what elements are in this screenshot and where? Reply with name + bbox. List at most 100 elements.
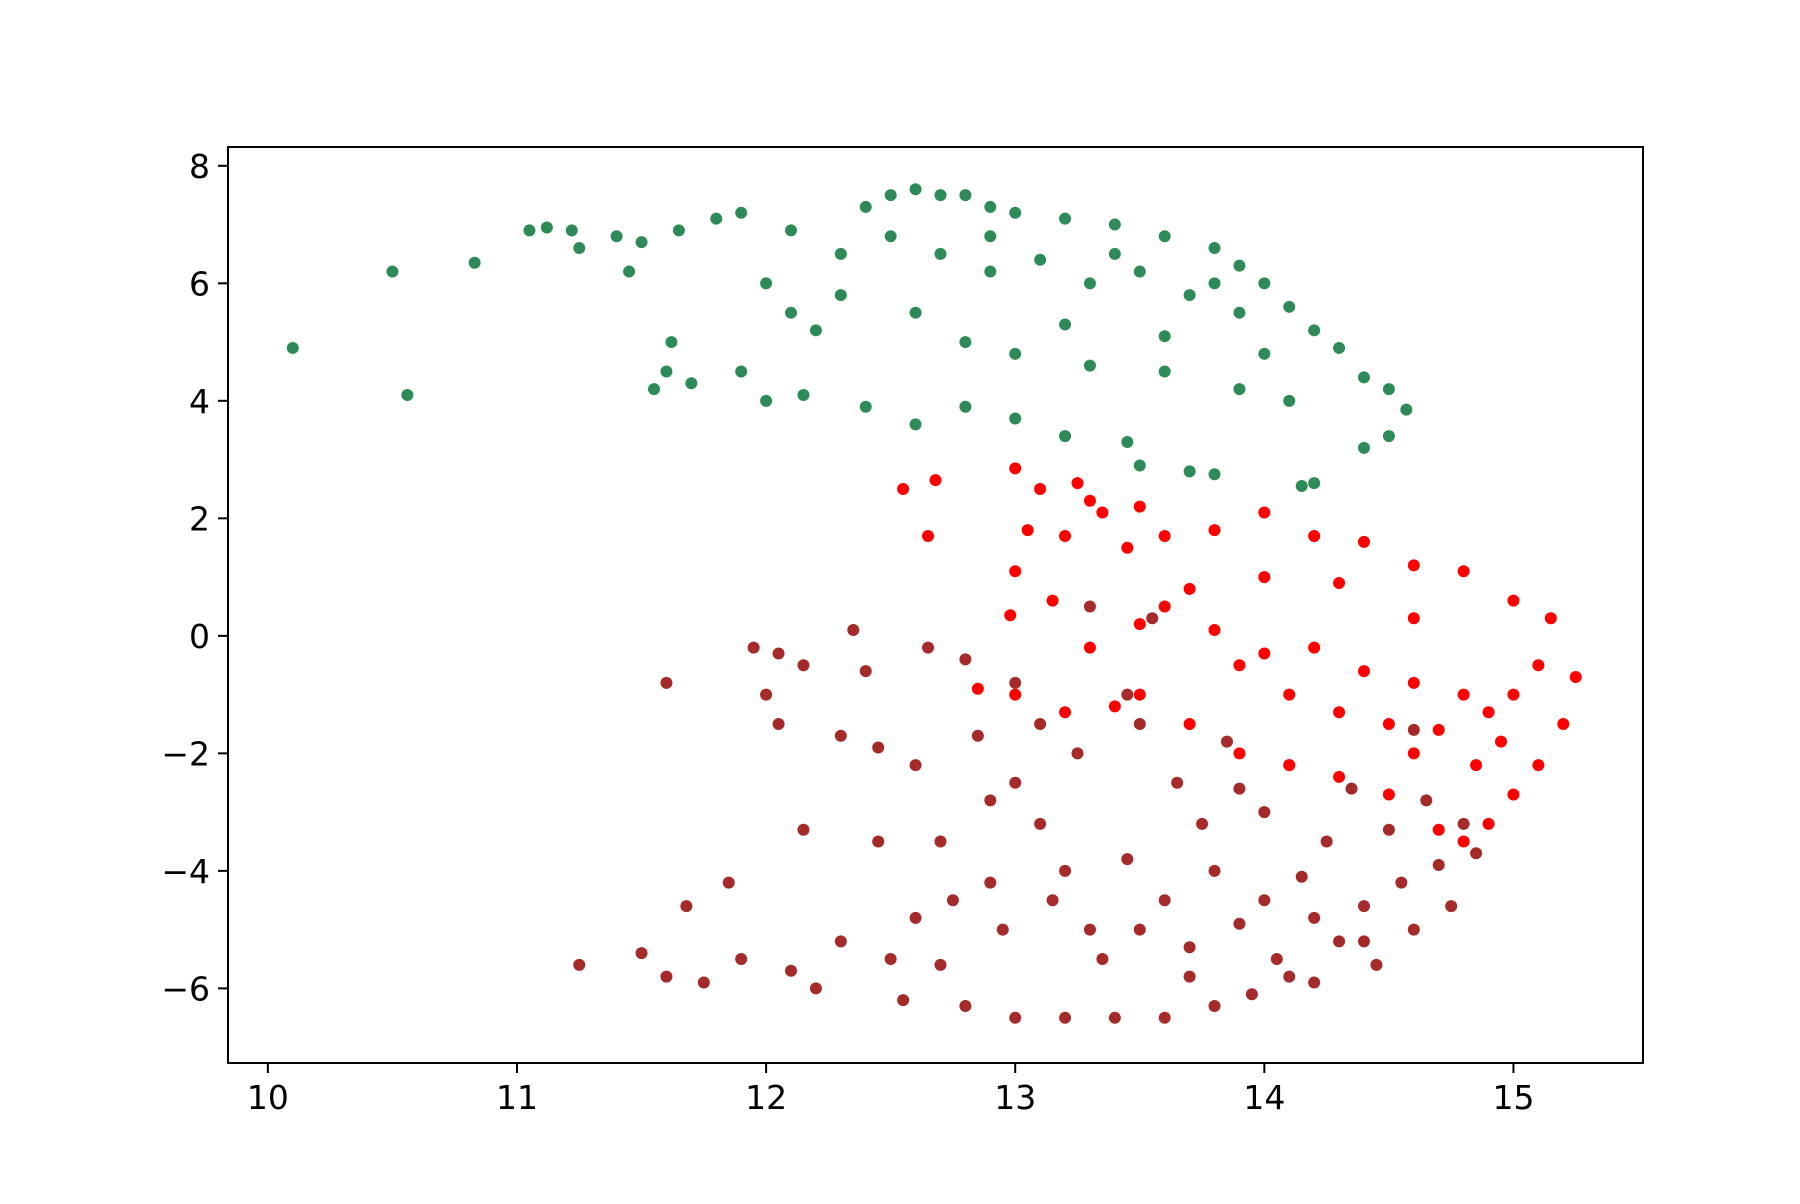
point <box>1258 806 1271 819</box>
point <box>1333 935 1346 948</box>
point <box>1071 747 1084 760</box>
point <box>922 529 935 542</box>
point <box>1133 500 1146 513</box>
point <box>1133 688 1146 701</box>
point <box>1507 788 1520 801</box>
point <box>1333 341 1346 354</box>
point <box>859 400 872 413</box>
point <box>772 717 785 730</box>
point <box>1009 1011 1022 1024</box>
point <box>1432 858 1445 871</box>
point <box>635 236 648 249</box>
point <box>610 230 623 243</box>
point <box>1034 253 1047 266</box>
point <box>1004 609 1017 622</box>
point <box>1333 706 1346 719</box>
point <box>1021 524 1034 537</box>
point <box>1108 247 1121 260</box>
point <box>1407 612 1420 625</box>
point <box>1270 953 1283 966</box>
point <box>1308 324 1321 337</box>
point <box>760 688 773 701</box>
point <box>1357 371 1370 384</box>
point <box>1569 670 1582 683</box>
point <box>760 394 773 407</box>
point <box>996 923 1009 936</box>
point <box>680 900 693 913</box>
point <box>1532 659 1545 672</box>
x-tick-label: 15 <box>1492 1078 1534 1117</box>
point <box>909 183 922 196</box>
point <box>1034 482 1047 495</box>
point <box>1407 747 1420 760</box>
point <box>934 835 947 848</box>
point <box>1382 383 1395 396</box>
point <box>1009 565 1022 578</box>
point <box>1009 206 1022 219</box>
point <box>1096 953 1109 966</box>
point <box>1258 506 1271 519</box>
point <box>1183 717 1196 730</box>
point <box>1308 911 1321 924</box>
point <box>1083 923 1096 936</box>
point <box>1121 541 1134 554</box>
point <box>647 383 660 396</box>
point <box>785 306 798 319</box>
point <box>1357 441 1370 454</box>
point <box>1059 706 1072 719</box>
point <box>1208 468 1221 481</box>
point <box>1059 212 1072 225</box>
point <box>984 265 997 278</box>
point <box>959 1000 972 1013</box>
point <box>1208 524 1221 537</box>
point <box>1457 688 1470 701</box>
point <box>1333 770 1346 783</box>
series <box>897 462 1582 848</box>
point <box>1308 477 1321 490</box>
point <box>971 729 984 742</box>
point <box>1183 582 1196 595</box>
point <box>1308 641 1321 654</box>
point <box>1357 535 1370 548</box>
point <box>1108 700 1121 713</box>
point <box>1083 277 1096 290</box>
point <box>573 958 586 971</box>
point <box>1407 723 1420 736</box>
point <box>1233 306 1246 319</box>
point <box>1220 735 1233 748</box>
point <box>735 206 748 219</box>
point <box>540 221 553 234</box>
point <box>1258 647 1271 660</box>
point <box>735 953 748 966</box>
point <box>1233 917 1246 930</box>
point <box>1196 817 1209 830</box>
point <box>1059 864 1072 877</box>
point <box>834 247 847 260</box>
point <box>884 953 897 966</box>
point <box>971 682 984 695</box>
point <box>386 265 399 278</box>
point <box>1407 676 1420 689</box>
point <box>1083 600 1096 613</box>
point <box>884 230 897 243</box>
point <box>1108 1011 1121 1024</box>
point <box>797 388 810 401</box>
point <box>1370 958 1383 971</box>
point <box>1258 347 1271 360</box>
point <box>1158 365 1171 378</box>
point <box>984 200 997 213</box>
point <box>1432 723 1445 736</box>
point <box>1009 347 1022 360</box>
point <box>929 474 942 487</box>
point <box>1407 559 1420 572</box>
point <box>1507 688 1520 701</box>
point <box>1320 835 1333 848</box>
point <box>1258 277 1271 290</box>
point <box>1557 717 1570 730</box>
point <box>959 336 972 349</box>
point <box>1445 900 1458 913</box>
point <box>1083 359 1096 372</box>
point <box>1183 941 1196 954</box>
point <box>1382 788 1395 801</box>
point <box>1495 735 1508 748</box>
